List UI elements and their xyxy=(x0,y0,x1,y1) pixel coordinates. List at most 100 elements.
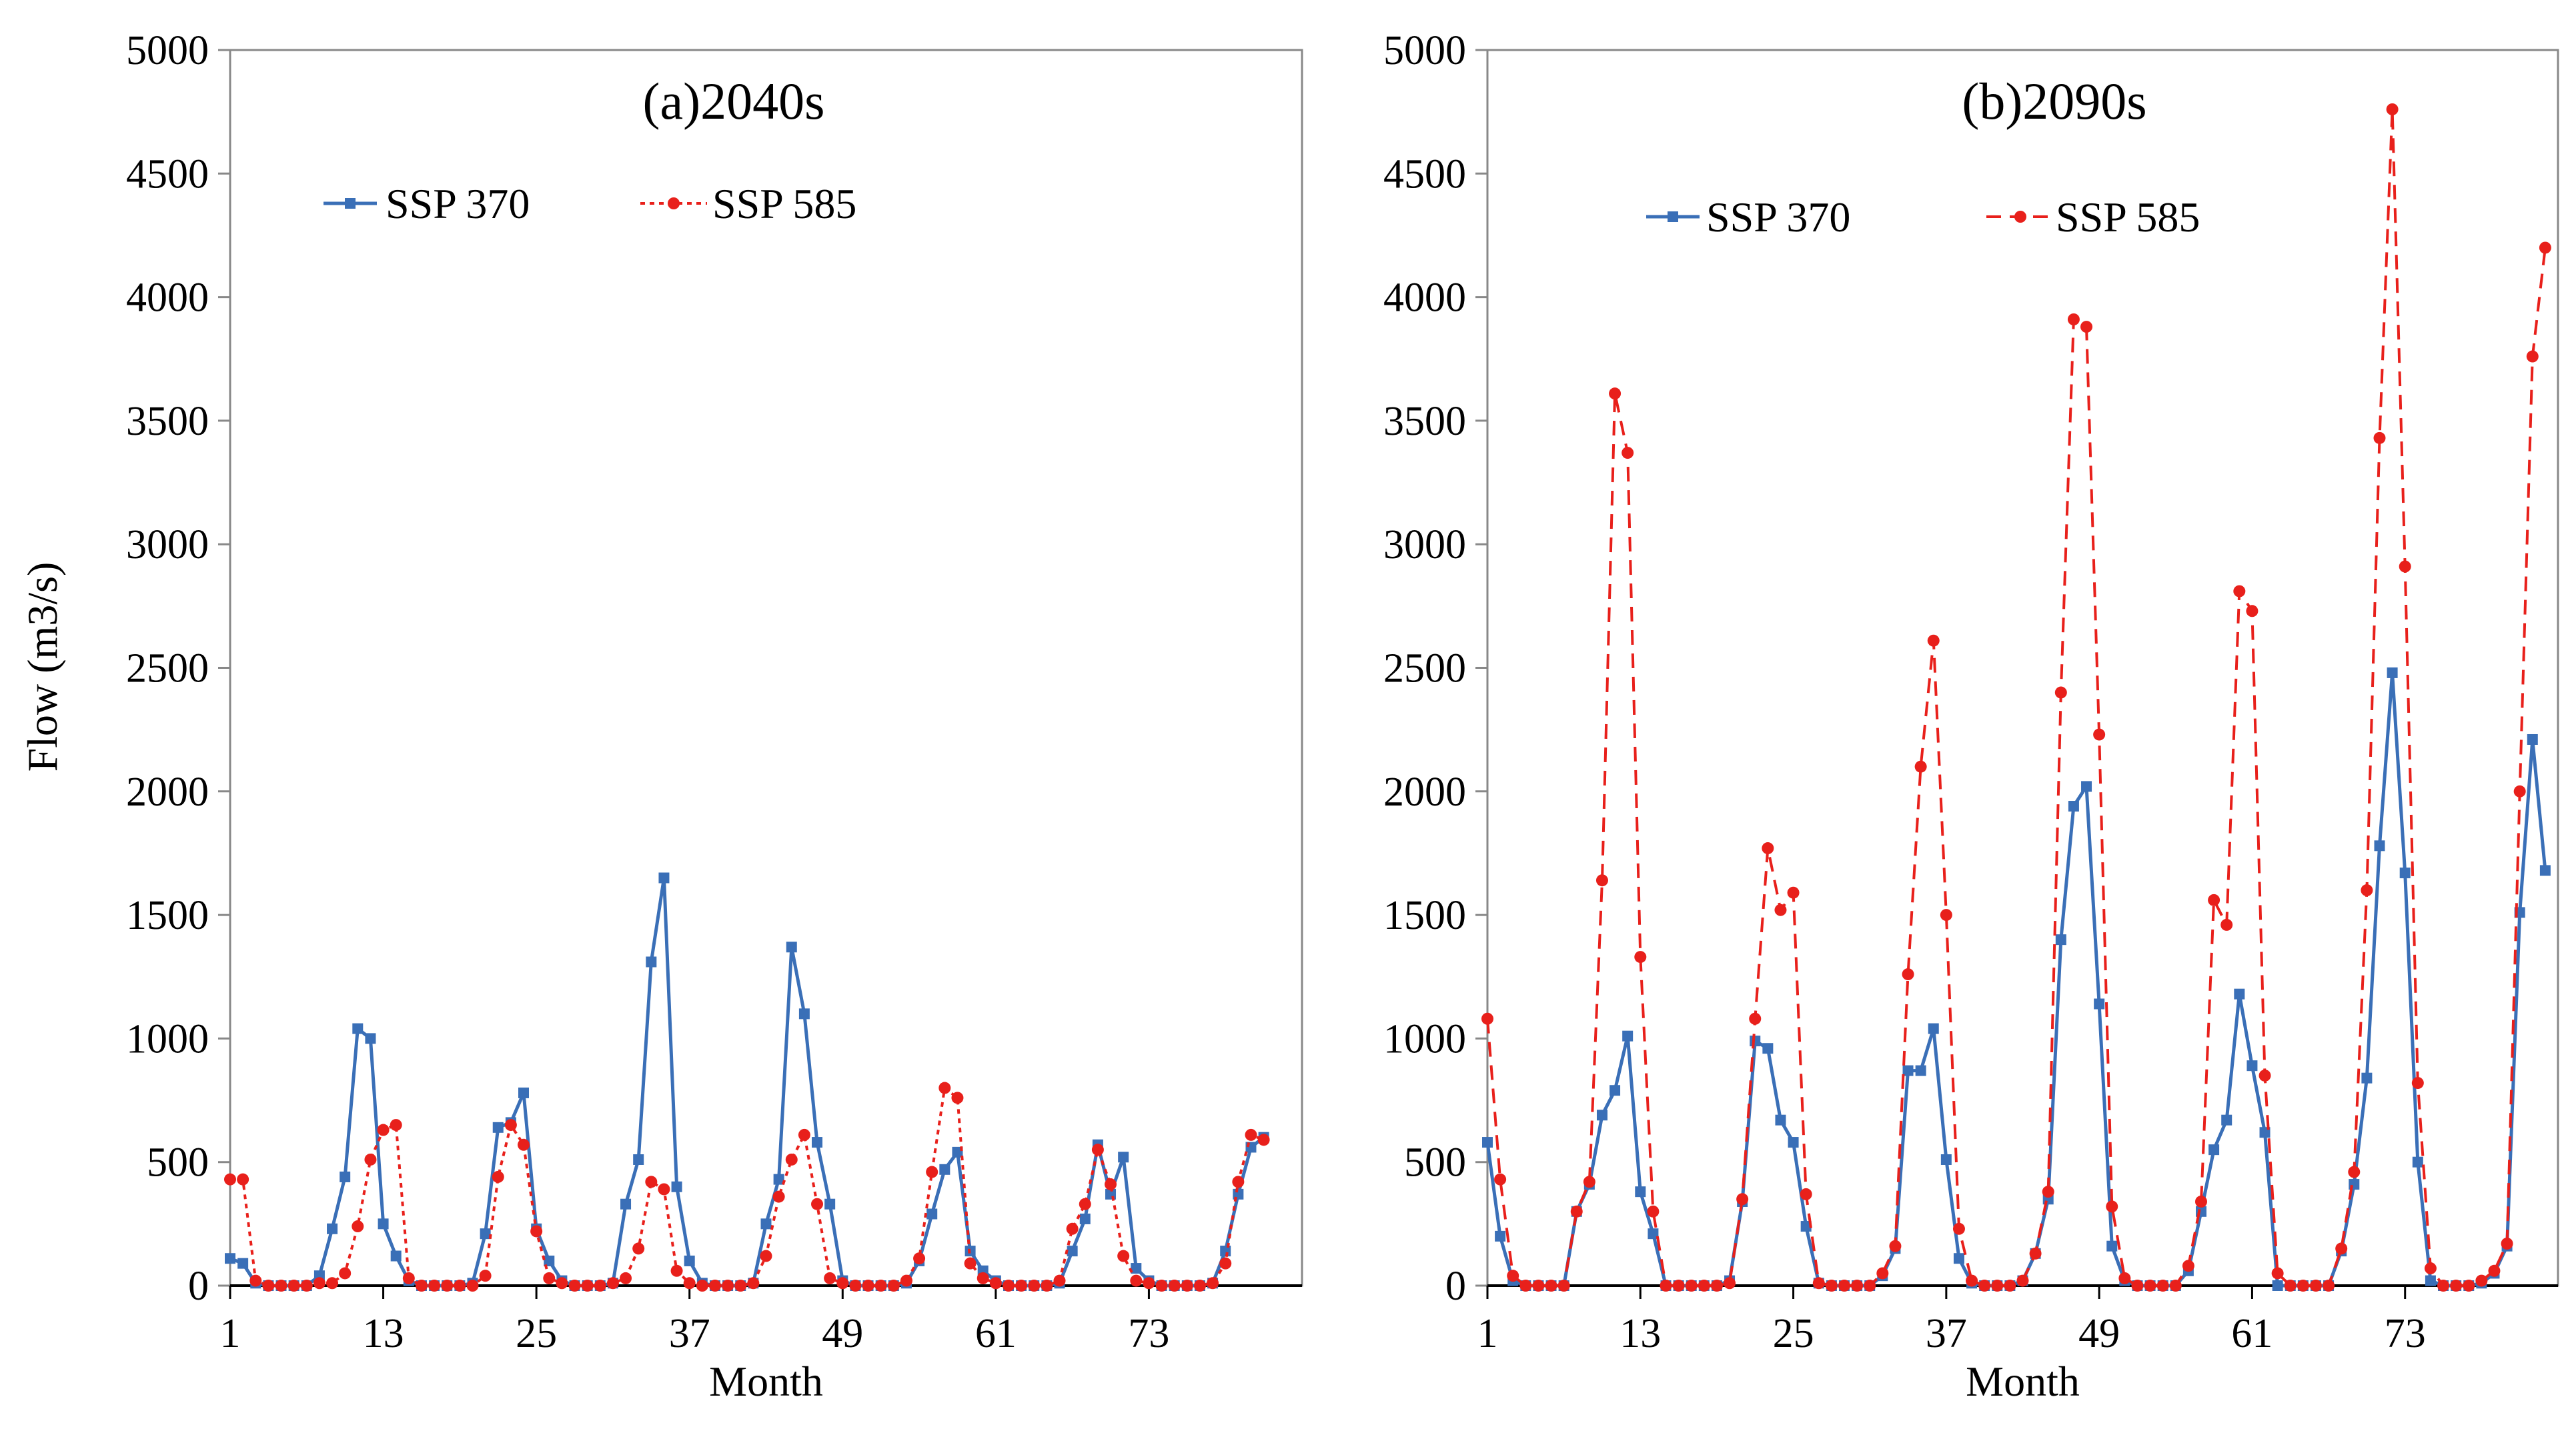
data-point xyxy=(1812,1277,1825,1290)
data-point xyxy=(1648,1228,1659,1240)
data-point xyxy=(1557,1280,1570,1292)
legend-marker xyxy=(345,198,356,209)
data-point xyxy=(225,1253,235,1264)
data-point xyxy=(2323,1280,2335,1292)
data-point xyxy=(2450,1280,2463,1292)
data-point xyxy=(1647,1205,1660,1218)
data-point xyxy=(1482,1137,1493,1148)
data-point xyxy=(760,1218,772,1230)
x-tick-label: 61 xyxy=(2231,1311,2273,1356)
data-point xyxy=(1193,1280,1206,1292)
x-tick-label: 13 xyxy=(1620,1311,1661,1356)
data-point xyxy=(2068,801,2079,812)
data-point xyxy=(2387,667,2398,678)
data-point xyxy=(2054,686,2067,699)
data-point xyxy=(836,1277,849,1290)
data-point xyxy=(1838,1280,1850,1292)
data-point xyxy=(568,1280,581,1292)
data-point xyxy=(2081,781,2092,792)
data-point xyxy=(326,1277,339,1290)
data-point xyxy=(1245,1142,1257,1153)
data-point xyxy=(352,1023,364,1034)
data-point xyxy=(1914,760,1927,773)
data-point xyxy=(1966,1274,1978,1287)
data-point xyxy=(594,1280,606,1292)
data-point xyxy=(620,1198,632,1210)
data-point xyxy=(2361,1072,2373,1084)
data-point xyxy=(874,1280,887,1292)
y-tick-label: 5000 xyxy=(1383,28,1466,73)
data-point xyxy=(1168,1280,1181,1292)
data-point xyxy=(1583,1176,1595,1188)
data-point xyxy=(262,1280,275,1292)
data-point xyxy=(964,1257,977,1270)
data-point xyxy=(1596,1110,1607,1121)
series-ssp-585 xyxy=(224,1082,1270,1292)
data-point xyxy=(1889,1240,1902,1252)
y-tick-label: 1500 xyxy=(126,893,209,938)
data-point xyxy=(1219,1257,1232,1270)
y-tick-label: 3500 xyxy=(1383,399,1466,444)
data-point xyxy=(1635,1186,1646,1198)
data-point xyxy=(1245,1128,1257,1141)
data-point xyxy=(2361,884,2373,897)
data-point xyxy=(1118,1152,1129,1163)
data-point xyxy=(1724,1277,1736,1290)
data-point xyxy=(632,1242,645,1255)
data-point xyxy=(1788,1137,1799,1148)
data-point xyxy=(1609,387,1622,400)
data-point xyxy=(2118,1272,2131,1284)
data-point xyxy=(1774,904,1787,916)
data-point xyxy=(2526,350,2539,363)
chart-panel-2040s: 0 500 1000 1500 2000 2500 3000 3500 4000 4500 5000… xyxy=(19,28,1303,1405)
data-point xyxy=(989,1277,1002,1290)
data-point xyxy=(2131,1280,2144,1292)
data-point xyxy=(1902,968,1914,981)
data-point xyxy=(1079,1198,1091,1210)
data-point xyxy=(327,1223,338,1234)
data-point xyxy=(1494,1173,1507,1186)
data-point xyxy=(2374,840,2385,852)
data-point xyxy=(2234,988,2245,1000)
legend-label: SSP 370 xyxy=(1706,193,1850,241)
data-point xyxy=(2399,560,2411,573)
y-axis-title: Flow (m3/s) xyxy=(19,562,66,772)
data-point xyxy=(734,1280,747,1292)
data-point xyxy=(2220,918,2233,931)
data-point xyxy=(1928,1023,1939,1034)
data-point xyxy=(2106,1240,2118,1252)
x-tick-label: 25 xyxy=(516,1311,557,1356)
data-point xyxy=(364,1153,377,1166)
data-point xyxy=(466,1280,479,1292)
data-point xyxy=(2335,1242,2348,1255)
data-point xyxy=(773,1174,784,1185)
panel-title: (b)2090s xyxy=(1962,72,2146,130)
data-point xyxy=(1066,1222,1079,1235)
data-point xyxy=(581,1280,594,1292)
data-point xyxy=(1940,1154,1952,1165)
y-tick-label: 3000 xyxy=(1383,522,1466,567)
data-point xyxy=(1825,1280,1838,1292)
data-point xyxy=(1257,1134,1270,1146)
data-point xyxy=(849,1280,862,1292)
x-tick-label: 73 xyxy=(1128,1311,1169,1356)
legend-entry: SSP 585 xyxy=(640,180,856,227)
y-tick-label: 0 xyxy=(188,1264,209,1309)
data-point xyxy=(811,1198,824,1210)
data-point xyxy=(378,1218,389,1230)
data-point xyxy=(1622,447,1634,459)
data-point xyxy=(1131,1263,1142,1274)
data-point xyxy=(2412,1156,2423,1168)
data-point xyxy=(2067,313,2080,325)
data-point xyxy=(1864,1280,1876,1292)
data-point xyxy=(926,1208,938,1220)
x-tick-label: 37 xyxy=(1926,1311,1967,1356)
data-point xyxy=(683,1277,696,1290)
data-point xyxy=(492,1122,504,1133)
y-tick-label: 5000 xyxy=(126,28,209,73)
data-point xyxy=(518,1087,530,1098)
data-point xyxy=(2156,1280,2169,1292)
data-point xyxy=(237,1173,249,1186)
series-ssp-370 xyxy=(1482,667,2551,1291)
data-point xyxy=(938,1082,951,1094)
